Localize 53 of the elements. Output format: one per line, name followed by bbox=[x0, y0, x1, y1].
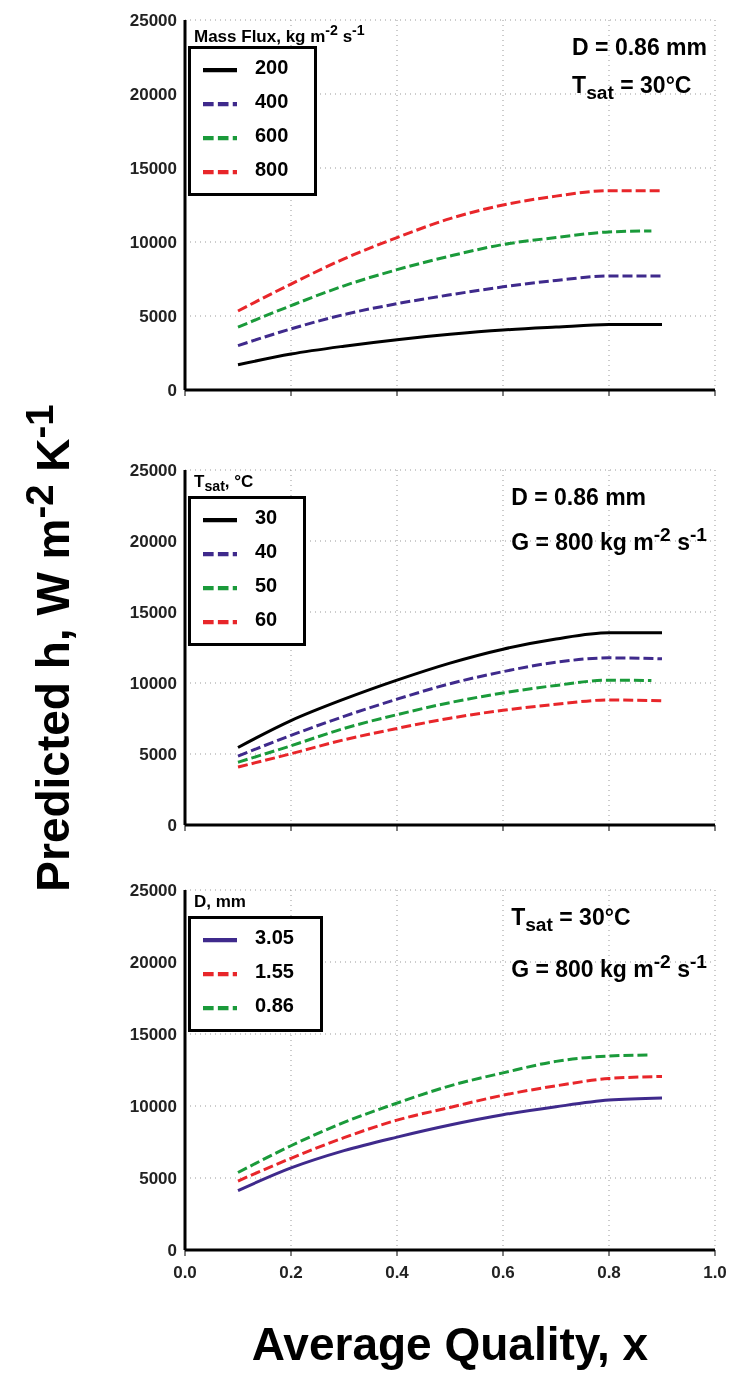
y-tick-label: 5000 bbox=[139, 307, 177, 327]
legend-label: 0.86 bbox=[255, 994, 294, 1017]
annotation: D = 0.86 mm bbox=[511, 484, 647, 510]
annotation: T$_{sat}$ = 30°C bbox=[511, 904, 631, 935]
line-series bbox=[236, 1074, 664, 1183]
y-tick-label: 0 bbox=[167, 816, 177, 836]
y-tick-label: 10000 bbox=[129, 674, 177, 694]
legend-label: 400 bbox=[255, 90, 289, 113]
legend-label: 60 bbox=[255, 608, 278, 631]
y-tick-label: 0 bbox=[167, 1241, 177, 1261]
y-tick-label: 25000 bbox=[129, 11, 177, 31]
line-series bbox=[236, 229, 653, 329]
y-tick-label: 25000 bbox=[129, 461, 177, 481]
legend-label: 800 bbox=[255, 158, 289, 181]
annotation: D = 0.86 mm bbox=[572, 34, 707, 60]
line-series bbox=[236, 698, 664, 769]
x-tick-label: 0.8 bbox=[597, 1263, 621, 1282]
y-tick-label: 20000 bbox=[129, 953, 177, 973]
x-tick-label: 0.6 bbox=[491, 1263, 515, 1282]
x-tick-label: 0.2 bbox=[279, 1263, 303, 1282]
x-axis-title: Average Quality, x bbox=[251, 1318, 649, 1370]
legend-label: 40 bbox=[255, 540, 278, 563]
annotation: G = 800 kg m$^{-2}$ s$^{-1}$ bbox=[511, 524, 707, 555]
legend-title: T$_{sat}$, °C bbox=[194, 472, 254, 495]
y-tick-label: 20000 bbox=[129, 85, 177, 105]
x-tick-label: 0.4 bbox=[385, 1263, 410, 1282]
legend-label: 1.55 bbox=[255, 960, 294, 983]
y-tick-label: 20000 bbox=[129, 532, 177, 552]
y-tick-label: 15000 bbox=[129, 1025, 177, 1045]
legend-label: 600 bbox=[255, 124, 289, 147]
annotation: T$_{sat}$ = 30°C bbox=[572, 72, 692, 103]
x-tick-label: 0.0 bbox=[173, 1263, 197, 1282]
legend-title: D, mm bbox=[194, 892, 246, 911]
y-tick-label: 0 bbox=[167, 381, 177, 401]
y-tick-label: 25000 bbox=[129, 881, 177, 901]
line-series bbox=[236, 631, 664, 749]
annotation: G = 800 kg m$^{-2}$ s$^{-1}$ bbox=[511, 951, 707, 983]
legend-title: Mass Flux, kg m$^{-2}$ s$^{-1}$ bbox=[194, 22, 365, 46]
line-series bbox=[236, 323, 664, 367]
y-tick-label: 10000 bbox=[129, 233, 177, 253]
x-tick-label: 1.0 bbox=[703, 1263, 727, 1282]
line-series bbox=[236, 656, 664, 758]
y-tick-label: 15000 bbox=[129, 159, 177, 179]
legend-label: 200 bbox=[255, 56, 289, 79]
y-tick-label: 10000 bbox=[129, 1097, 177, 1117]
legend-label: 30 bbox=[255, 506, 278, 529]
y-tick-label: 5000 bbox=[139, 1169, 177, 1189]
y-tick-label: 15000 bbox=[129, 603, 177, 623]
line-series bbox=[236, 678, 653, 764]
line-series bbox=[236, 1096, 664, 1193]
legend-label: 50 bbox=[255, 574, 278, 597]
y-tick-label: 5000 bbox=[139, 745, 177, 765]
legend-label: 3.05 bbox=[255, 926, 294, 949]
